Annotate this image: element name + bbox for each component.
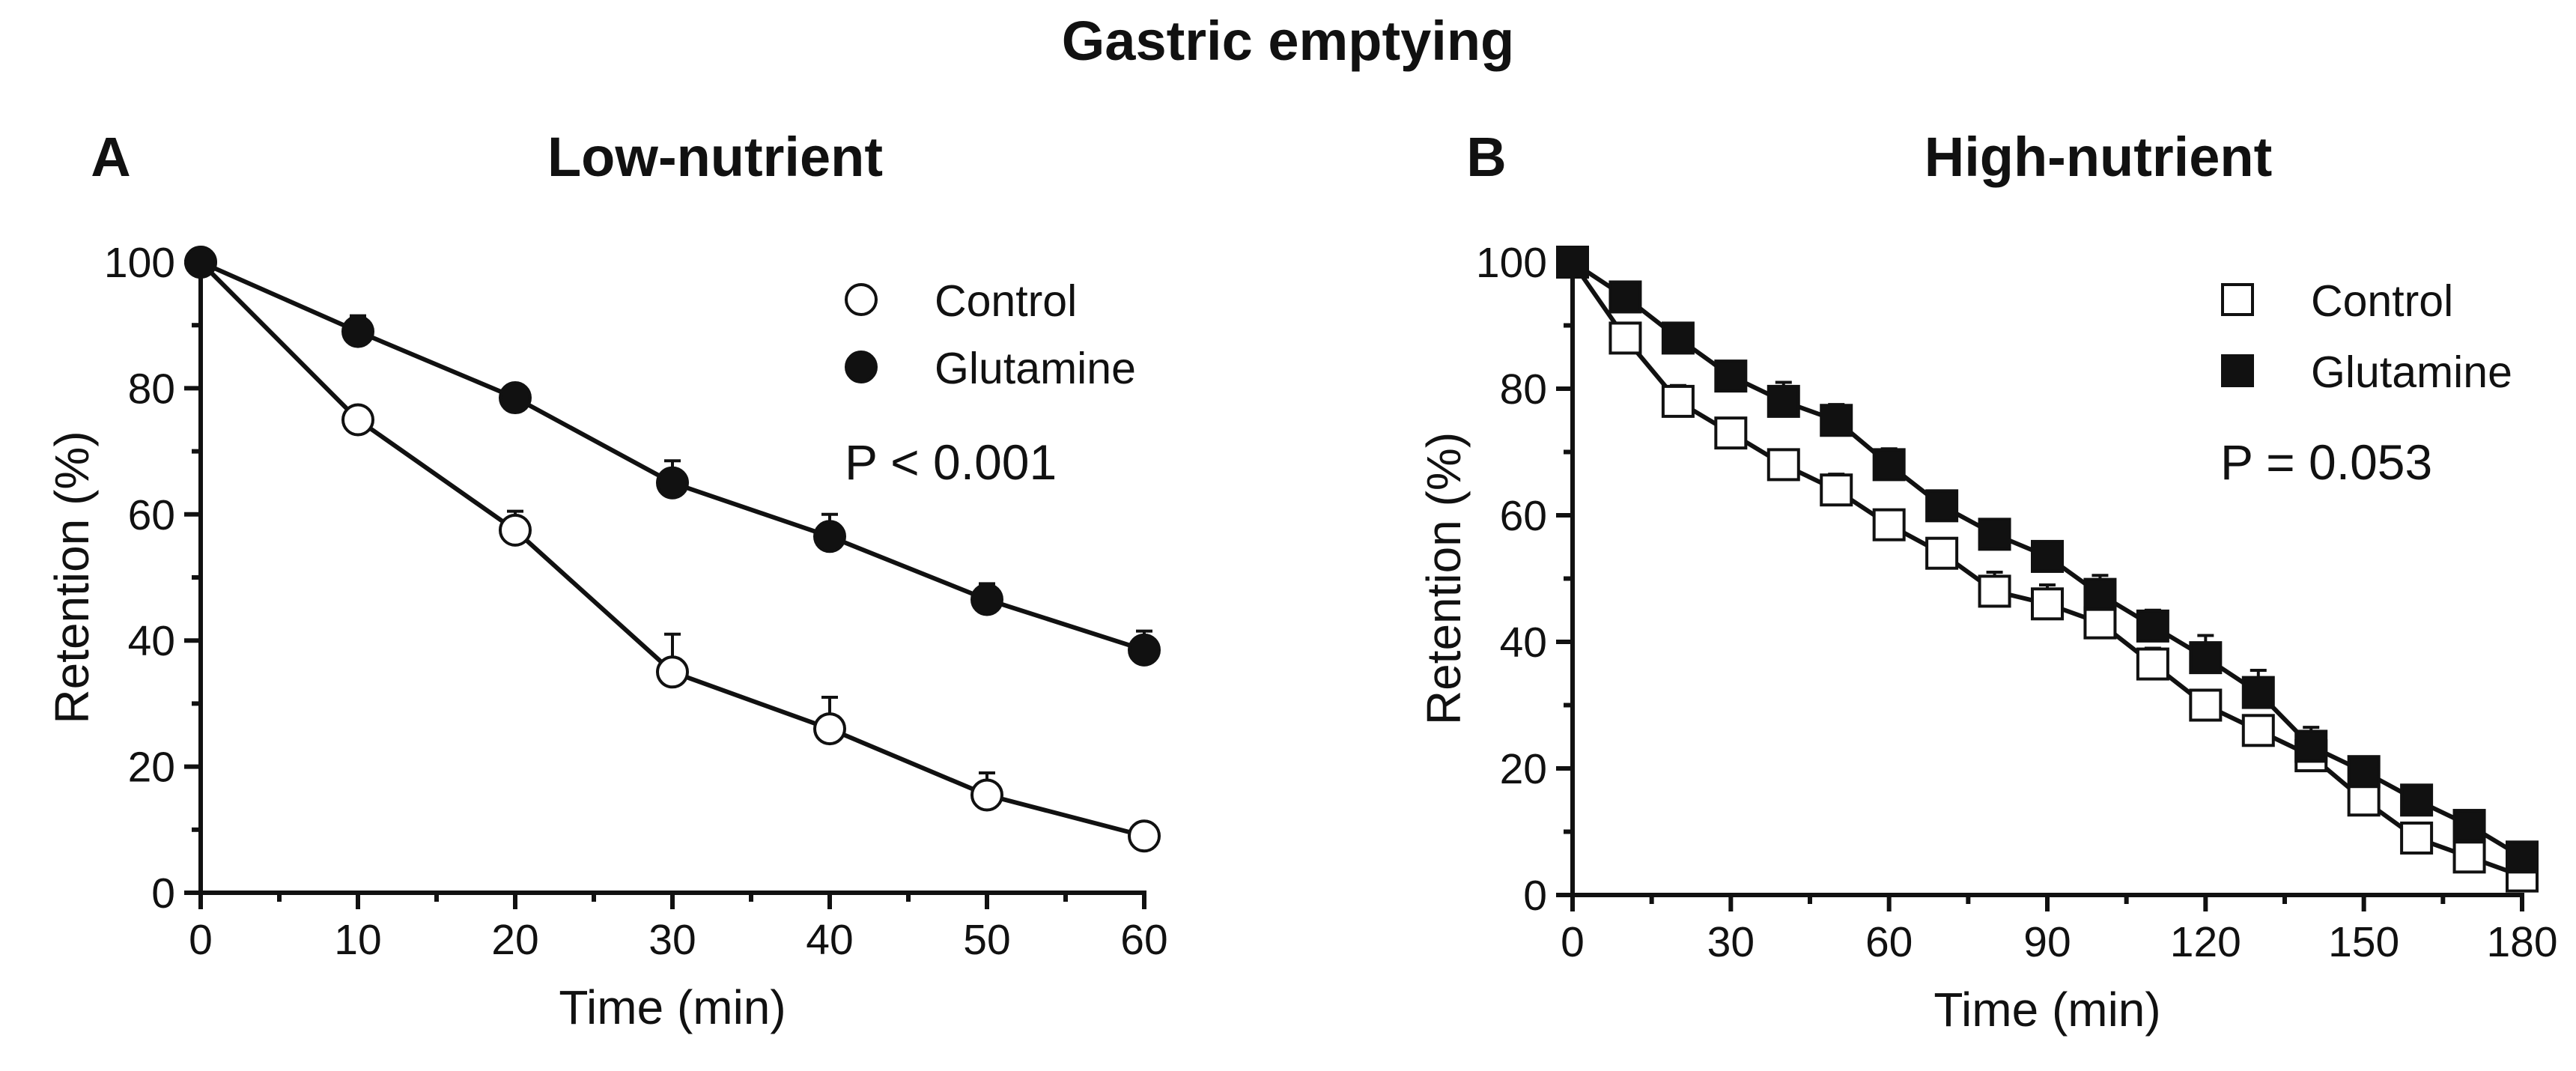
panel-a-series-0-point	[499, 513, 532, 547]
panel-b-legend-marker-0	[2221, 283, 2254, 316]
panel-b-series-0-point	[2400, 821, 2434, 855]
panel-b-series-1-point	[1767, 384, 1800, 418]
panel-b-series-0-point	[2136, 647, 2169, 681]
panel-a-series-1-point	[970, 583, 1003, 616]
panel-b-series-1-point	[1661, 321, 1695, 355]
panel-a-series-1-point	[813, 520, 846, 553]
panel-a-x-tick-label: 50	[963, 916, 1010, 964]
panel-b-title: High-nutrient	[1925, 126, 2272, 188]
panel-b-series-0-point	[2189, 688, 2223, 722]
panel-a-legend-label-1: Glutamine	[935, 344, 1136, 393]
panel-b-x-tick-label: 0	[1561, 918, 1585, 966]
panel-a-series-0-point	[656, 655, 689, 689]
panel-a: A Low-nutrient 0 20 40 60 80 100 0 10 20 30 40 50 60 Ti…	[45, 126, 1168, 1034]
panel-b-series-0-point	[1978, 574, 2011, 608]
panel-b-x-tick-label: 180	[2486, 918, 2557, 966]
panel-b-x-tick-label: 60	[1865, 918, 1913, 966]
panel-b: B High-nutrient 0 20 40 60 80 100 0 30 60 90 120 150 1…	[1417, 126, 2558, 1037]
panel-a-p-value: P < 0.001	[845, 434, 1057, 490]
panel-a-legend-marker-1	[845, 351, 878, 383]
panel-b-series-0-point	[1820, 473, 1853, 507]
panel-b-series-1-point	[1714, 359, 1748, 393]
panel-b-series-0-point	[1872, 508, 1906, 541]
panel-a-x-tick-label: 10	[334, 916, 381, 964]
panel-a-series-1-point	[341, 315, 374, 348]
panel-b-series-1-point	[1978, 518, 2011, 551]
panel-b-series-0-point	[2347, 783, 2381, 817]
panel-b-series-1-point	[2294, 729, 2328, 763]
panel-a-legend-label-0: Control	[935, 276, 1077, 326]
panel-b-y-tick-label: 100	[1476, 239, 1547, 287]
panel-b-series-0-point	[1714, 416, 1748, 450]
panel-b-series-1-point	[1925, 489, 1959, 523]
panel-a-legend-marker-0	[845, 283, 878, 316]
panel-a-x-tick-label: 30	[648, 916, 696, 964]
panel-b-series-0-point	[1767, 448, 1800, 482]
panel-b-y-tick-label: 40	[1500, 619, 1547, 667]
panel-b-x-tick-label: 150	[2328, 918, 2399, 966]
panel-b-series-0-point	[1925, 536, 1959, 570]
panel-b-x-tick-label: 120	[2170, 918, 2241, 966]
panel-a-x-tick-label: 20	[491, 916, 538, 964]
panel-a-series-0-point	[813, 712, 846, 746]
panel-b-series-1-point	[2031, 539, 2064, 573]
panel-b-series-0-point	[2452, 840, 2486, 874]
panel-b-legend-label-1: Glutamine	[2311, 348, 2512, 397]
panel-b-y-tick-label: 0	[1523, 872, 1547, 920]
panel-a-series-0-point	[341, 403, 374, 437]
panel-a-y-tick-label: 100	[104, 239, 175, 287]
panel-a-x-tick-label: 40	[806, 916, 853, 964]
panel-a-title: Low-nutrient	[547, 126, 883, 188]
panel-a-x-axis-label: Time (min)	[559, 980, 786, 1034]
panel-a-x-tick-label: 0	[189, 916, 213, 964]
panel-a-series-1-point	[499, 381, 532, 415]
panel-a-label: A	[91, 126, 130, 188]
panel-b-series-1-point	[1556, 246, 1589, 279]
panel-a-series-0-point	[970, 778, 1003, 812]
panel-b-legend-label-0: Control	[2311, 276, 2453, 326]
panel-b-series-0-point	[2241, 714, 2275, 747]
panel-b-series-0-point	[1609, 321, 1642, 355]
panel-b-series-1-point	[2400, 783, 2434, 817]
panel-a-series-1-point	[1128, 633, 1161, 667]
panel-b-series-0-point	[1661, 384, 1695, 418]
figure-title: Gastric emptying	[1062, 10, 1515, 72]
panel-b-legend-marker-1	[2221, 354, 2254, 387]
panel-a-x-tick-label: 60	[1120, 916, 1167, 964]
panel-b-series-0-point	[2031, 587, 2064, 621]
panel-a-y-tick-label: 0	[151, 870, 175, 917]
panel-b-label: B	[1466, 126, 1506, 188]
panel-a-series-1-point	[656, 466, 689, 500]
panel-b-p-value: P = 0.053	[2220, 434, 2432, 490]
panel-b-series-0-point	[2083, 606, 2117, 640]
panel-a-y-axis-label: Retention (%)	[45, 431, 99, 723]
panel-b-series-1-point	[2506, 840, 2539, 874]
panel-b-series-1-point	[1820, 404, 1853, 437]
panel-b-y-tick-label: 80	[1500, 365, 1547, 413]
panel-b-series-1-point	[1609, 280, 1642, 314]
panel-b-y-tick-label: 20	[1500, 745, 1547, 793]
panel-b-series-1-point	[1872, 448, 1906, 482]
panel-b-series-1-point	[2083, 577, 2117, 611]
panel-b-legend: Control Glutamine	[2221, 276, 2512, 397]
panel-a-series-0-point	[1128, 819, 1161, 853]
panel-a-y-tick-label: 40	[128, 617, 175, 665]
panel-a-legend: Control Glutamine	[845, 276, 1136, 393]
panel-b-series-1-point	[2136, 609, 2169, 643]
panel-a-series-1-point	[184, 246, 217, 279]
panel-b-x-tick-label: 90	[2023, 918, 2071, 966]
panel-b-series-1-point	[2241, 676, 2275, 709]
panel-b-y-axis-label: Retention (%)	[1417, 432, 1471, 725]
panel-b-x-axis-label: Time (min)	[1933, 983, 2160, 1037]
panel-a-y-tick-label: 80	[128, 365, 175, 413]
panel-a-y-tick-label: 60	[128, 491, 175, 539]
panel-b-x-tick-label: 30	[1707, 918, 1755, 966]
panel-b-series-1-point	[2452, 809, 2486, 843]
panel-a-y-tick-label: 20	[128, 744, 175, 792]
panel-b-series-1-point	[2347, 755, 2381, 789]
panel-b-series-1-point	[2189, 641, 2223, 675]
panel-b-y-tick-label: 60	[1500, 492, 1547, 540]
